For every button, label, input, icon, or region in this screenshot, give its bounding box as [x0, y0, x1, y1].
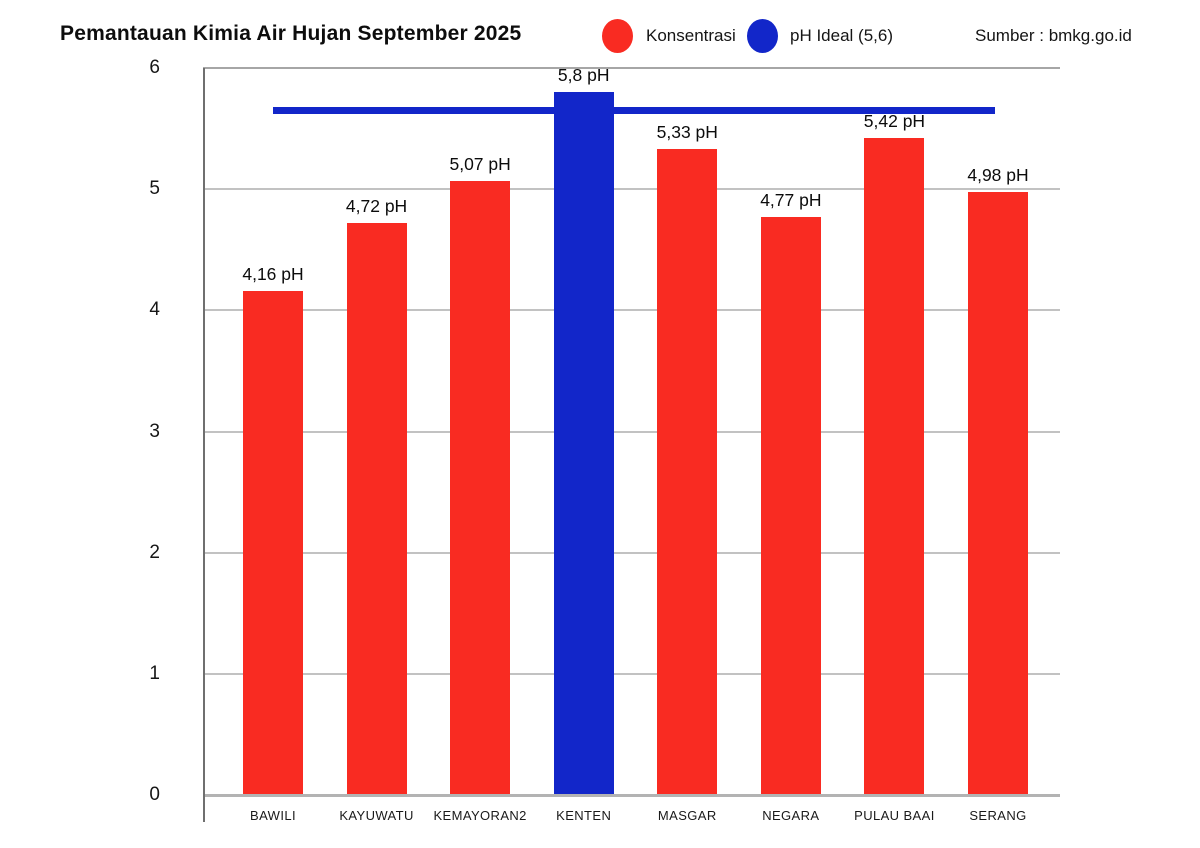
y-tick-label: 4	[149, 299, 160, 321]
y-tick-label: 1	[149, 662, 160, 684]
bar-value-label: 5,33 pH	[656, 122, 718, 143]
bar-value-label: 5,07 pH	[449, 153, 511, 174]
bar-value-label: 4,72 pH	[345, 196, 408, 217]
x-axis-label: KENTEN	[556, 808, 612, 823]
legend-konsentrasi-dot-icon	[602, 19, 633, 53]
gridline-4	[203, 309, 1060, 312]
gridline-6	[203, 67, 1060, 69]
bar-negara	[760, 217, 821, 794]
x-axis-label: SERANG	[969, 808, 1027, 823]
legend-konsentrasi-label: Konsentrasi	[646, 26, 736, 45]
bar-value-label: 5,8 pH	[557, 65, 610, 86]
legend-ph-ideal-label: pH Ideal (5,6)	[790, 26, 893, 45]
x-axis-label: NEGARA	[762, 808, 820, 823]
gridline-5	[203, 188, 1060, 191]
x-axis-line	[203, 794, 1060, 797]
bar-masgar	[657, 149, 718, 794]
bar-pulau-baai	[864, 138, 925, 794]
x-axis-label: BAWILI	[250, 808, 296, 823]
gridline-2	[203, 551, 1060, 554]
x-axis-label: MASGAR	[657, 808, 717, 823]
y-tick-label: 5	[149, 178, 160, 200]
bar-kayuwatu	[346, 223, 407, 794]
chart-title: Pemantauan Kimia Air Hujan September 202…	[60, 22, 522, 45]
y-tick-label: 2	[149, 541, 160, 563]
bar-bawili	[243, 290, 303, 794]
y-tick-label: 3	[149, 420, 160, 442]
legend-ph-ideal-dot-icon	[747, 19, 778, 53]
bar-value-label: 4,77 pH	[760, 190, 822, 211]
gridline-3	[203, 430, 1060, 433]
ph-ideal-line	[273, 107, 995, 115]
bar-value-label: 4,16 pH	[242, 263, 304, 284]
bar-value-label: 5,42 pH	[863, 111, 926, 132]
bar-kemayoran2	[450, 180, 511, 794]
x-axis-label: KEMAYORAN2	[433, 808, 527, 823]
y-tick-label: 0	[149, 784, 160, 805]
bar-serang	[968, 191, 1028, 794]
bar-value-label: 4,98 pH	[967, 164, 1029, 185]
gridline-1	[203, 672, 1060, 675]
y-tick-label: 6	[149, 57, 160, 78]
source-label: Sumber : bmkg.go.id	[975, 26, 1132, 45]
bar-kenten	[553, 92, 614, 794]
y-axis-line	[203, 68, 205, 822]
x-axis-label: PULAU BAAI	[854, 808, 935, 823]
x-axis-label: KAYUWATU	[339, 808, 414, 823]
